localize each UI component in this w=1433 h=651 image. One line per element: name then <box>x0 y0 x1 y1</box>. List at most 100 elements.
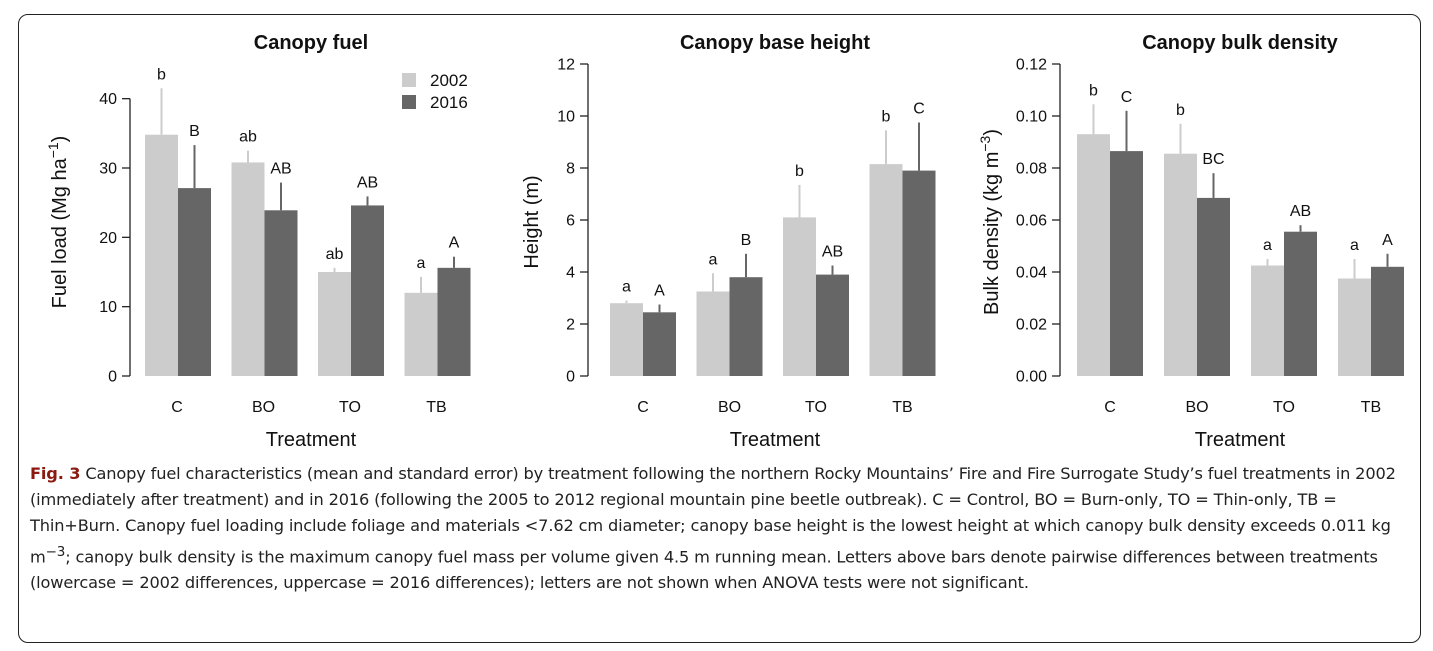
significance-letter: C <box>1121 89 1133 106</box>
y-axis-label: Height (m) <box>521 175 543 268</box>
significance-letter: b <box>1176 102 1185 119</box>
bar-2016-BO <box>264 210 298 376</box>
x-tick-label: BO <box>252 399 275 416</box>
bar-2002-TO <box>1251 265 1284 376</box>
x-tick-label: TO <box>1273 399 1295 416</box>
caption-text-part-1: Canopy fuel characteristics (mean and st… <box>30 464 1396 567</box>
bar-2002-BO <box>1164 153 1197 376</box>
significance-letter: ab <box>239 129 257 146</box>
y-tick-label: 20 <box>99 230 117 247</box>
x-tick-label: TB <box>1361 399 1381 416</box>
bar-2002-TB <box>1338 278 1371 376</box>
bar-2016-C <box>643 312 676 376</box>
significance-letter: a <box>709 251 718 268</box>
significance-letter: a <box>1263 237 1272 254</box>
y-tick-label: 0.04 <box>1016 265 1047 282</box>
y-tick-label: 4 <box>566 265 575 282</box>
bar-2002-TB <box>869 164 903 376</box>
significance-letter: C <box>913 101 925 118</box>
bar-2002-C <box>1077 134 1110 376</box>
bar-2016-TB <box>1371 266 1404 376</box>
significance-letter: a <box>417 255 426 272</box>
significance-letter: AB <box>1290 203 1311 220</box>
y-tick-label: 6 <box>566 213 575 230</box>
significance-letter: B <box>189 123 200 140</box>
significance-letter: AB <box>270 161 291 178</box>
panel-1: Canopy fuel 0 10 20 30 40 Fuel load (Mg ha−1) b… <box>45 32 471 451</box>
legend-label: 2002 <box>430 71 468 90</box>
y-tick-label: 0.02 <box>1016 317 1047 334</box>
x-tick-label: BO <box>718 399 741 416</box>
significance-letter: b <box>795 163 804 180</box>
caption-text-part-2: ; canopy bulk density is the maximum can… <box>30 547 1378 593</box>
legend-label: 2016 <box>430 93 468 112</box>
significance-letter: b <box>157 66 166 83</box>
x-tick-label: C <box>1104 399 1116 416</box>
x-tick-label: BO <box>1185 399 1208 416</box>
y-tick-label: 0.00 <box>1016 369 1047 386</box>
x-axis-label: Treatment <box>730 429 821 451</box>
bar-2002-BO <box>696 291 730 376</box>
bar-2016-TO <box>351 205 384 376</box>
x-tick-label: C <box>171 399 183 416</box>
significance-letter: A <box>449 235 460 252</box>
panel-2: Canopy base height 0 2 4 6 8 10 12 Height (m) a A C… <box>521 32 936 451</box>
significance-letter: A <box>1382 232 1393 249</box>
y-axis-label: Fuel load (Mg ha−1) <box>45 136 71 309</box>
bar-2016-TB <box>902 170 936 376</box>
bar-2016-BO <box>729 277 763 376</box>
y-tick-label: 10 <box>557 109 575 126</box>
panel-title: Canopy bulk density <box>1142 32 1338 54</box>
significance-letter: AB <box>822 244 843 261</box>
bar-2002-C <box>610 303 643 376</box>
x-axis-label: Treatment <box>1195 429 1286 451</box>
bar-2016-BO <box>1197 197 1230 376</box>
y-tick-label: 30 <box>99 161 117 178</box>
bar-2016-TO <box>1284 231 1317 376</box>
figure-caption: Fig. 3 Canopy fuel characteristics (mean… <box>30 461 1405 596</box>
significance-letter: ab <box>326 246 344 263</box>
y-tick-label: 2 <box>566 317 575 334</box>
y-tick-label: 10 <box>99 299 117 316</box>
y-axis-label: Bulk density (kg m−3) <box>977 129 1003 315</box>
bar-2002-TO <box>783 217 816 376</box>
significance-letter: a <box>1350 237 1359 254</box>
x-tick-label: TB <box>426 399 446 416</box>
bar-2016-TB <box>437 267 471 376</box>
significance-letter: AB <box>357 174 378 191</box>
y-tick-label: 12 <box>557 57 575 74</box>
significance-letter: b <box>882 108 891 125</box>
significance-letter: a <box>622 279 631 296</box>
bar-2002-TB <box>404 292 438 376</box>
significance-letter: B <box>741 232 752 249</box>
bar-2016-C <box>178 188 211 376</box>
x-tick-label: C <box>637 399 649 416</box>
bar-2016-C <box>1110 151 1143 376</box>
x-tick-label: TO <box>805 399 827 416</box>
legend-swatch-2002 <box>402 73 416 87</box>
y-tick-label: 8 <box>566 161 575 178</box>
y-tick-label: 0.08 <box>1016 161 1047 178</box>
bar-2002-C <box>145 134 178 376</box>
y-tick-label: 0.12 <box>1016 57 1047 74</box>
legend-swatch-2016 <box>402 95 416 109</box>
y-tick-label: 0.10 <box>1016 109 1047 126</box>
x-axis-label: Treatment <box>266 429 357 451</box>
bar-2002-BO <box>231 162 265 376</box>
significance-letter: b <box>1089 82 1098 99</box>
caption-figure-label: Fig. 3 <box>30 464 81 483</box>
significance-letter: BC <box>1202 151 1224 168</box>
panel-title: Canopy fuel <box>254 32 368 54</box>
y-tick-label: 0 <box>108 369 117 386</box>
x-tick-label: TB <box>892 399 912 416</box>
caption-superscript: −3 <box>45 544 66 560</box>
panel-3: Canopy bulk density 0.00 0.02 0.04 0.06 0.08 0… <box>977 32 1404 451</box>
y-tick-label: 0.06 <box>1016 213 1047 230</box>
bar-2002-TO <box>318 272 351 376</box>
legend: 2002 2016 <box>402 71 468 112</box>
significance-letter: A <box>654 283 665 300</box>
y-tick-label: 40 <box>99 91 117 108</box>
x-tick-label: TO <box>339 399 361 416</box>
y-tick-label: 0 <box>566 369 575 386</box>
